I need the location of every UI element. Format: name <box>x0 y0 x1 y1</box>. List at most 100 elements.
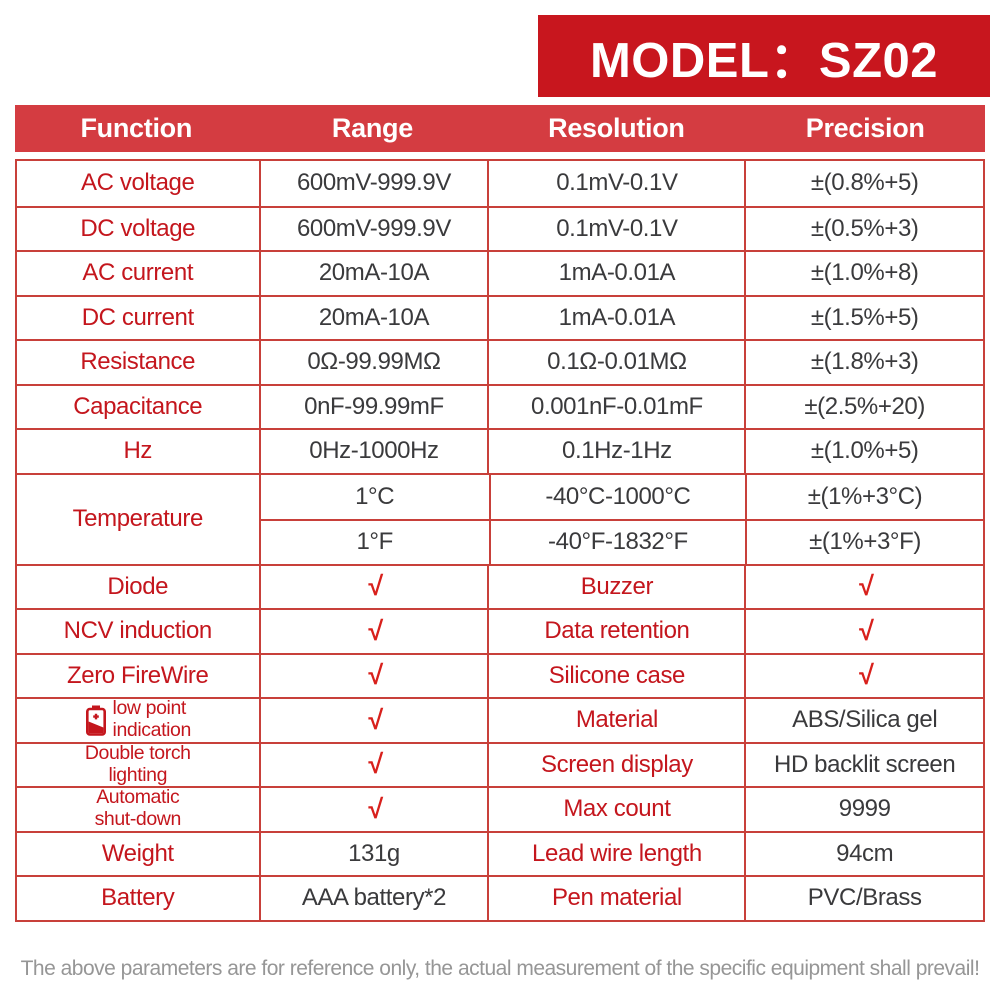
precision-cell: ±(1.0%+8) <box>744 252 983 295</box>
feature-label-cell: Material <box>487 699 744 742</box>
checkmark-cell: √ <box>258 565 488 608</box>
header-precision: Precision <box>805 113 925 143</box>
table-row-temperature: Temperature 1°C -40°C-1000°C ±(1%+3°C) 1… <box>17 472 984 564</box>
precision-cell: ±(2.5%+20) <box>744 385 983 428</box>
precision-cell: ±(1.0%+5) <box>744 430 983 473</box>
feature-value-cell: PVC/Brass <box>744 877 983 920</box>
checkmark-cell: √ <box>258 610 488 653</box>
function-cell: Resistance <box>80 348 196 376</box>
range-cell: 600mV-999.9V <box>258 161 488 206</box>
function-cell: DC current <box>81 303 194 331</box>
spec-table-body: AC voltage 600mV-999.9V 0.1mV-0.1V ±(0.8… <box>15 159 985 922</box>
function-cell: Temperature <box>72 505 204 532</box>
table-row-dc-voltage: DC voltage 600mV-999.9V 0.1mV-0.1V ±(0.5… <box>17 205 983 250</box>
function-cell: AC current <box>82 259 194 287</box>
feature-label-cell: Buzzer <box>487 565 744 608</box>
precision-cell: ±(1.8%+3) <box>744 341 983 384</box>
header-resolution: Resolution <box>548 113 685 143</box>
function-cell: Capacitance <box>73 392 203 420</box>
temperature-celsius-row: 1°C -40°C-1000°C ±(1%+3°C) <box>261 474 984 519</box>
feature-label-cell: Lead wire length <box>487 832 744 875</box>
table-row-double-torch-lighting: Double torch lighting √ Screen display H… <box>17 741 983 787</box>
resolution-cell: 0.1Ω-0.01MΩ <box>487 341 744 384</box>
range-cell: 20mA-10A <box>258 252 488 295</box>
table-row-ncv-induction: NCV induction √ Data retention √ <box>17 608 983 653</box>
checkmark-cell: √ <box>258 699 488 742</box>
range-cell: 1°F <box>356 528 393 556</box>
table-row-low-point-indication: low point indication √ Material ABS/Sili… <box>17 697 983 742</box>
table-row-resistance: Resistance 0Ω-99.99MΩ 0.1Ω-0.01MΩ ±(1.8%… <box>17 339 983 384</box>
range-cell: 1°C <box>355 482 395 510</box>
feature-label-cell: Diode <box>107 572 169 600</box>
range-cell: 20mA-10A <box>258 296 488 339</box>
checkmark-cell: √ <box>744 565 983 608</box>
feature-label-cell: Data retention <box>487 610 744 653</box>
feature-label-cell: NCV induction <box>63 617 213 645</box>
feature-label-cell: Silicone case <box>487 654 744 697</box>
header-range: Range <box>331 113 413 143</box>
precision-cell: ±(0.8%+5) <box>744 161 983 206</box>
table-header-row: Function Range Resolution Precision <box>15 105 985 152</box>
function-cell: Hz <box>123 437 153 465</box>
function-cell: AC voltage <box>81 169 195 197</box>
table-row-weight: Weight 131g Lead wire length 94cm <box>17 830 983 875</box>
precision-cell: ±(1%+3°C) <box>745 474 983 519</box>
model-title: MODEL：SZ02 <box>589 33 939 88</box>
feature-value-cell: ABS/Silica gel <box>744 699 983 742</box>
range-cell: 600mV-999.9V <box>258 207 488 250</box>
header-function: Function <box>80 113 193 143</box>
feature-value-cell: 9999 <box>744 788 983 831</box>
feature-label-line1: low point <box>112 699 187 720</box>
checkmark-cell: √ <box>258 788 488 831</box>
resolution-cell: 0.1mV-0.1V <box>487 161 744 206</box>
disclaimer-note: The above parameters are for reference o… <box>20 957 980 980</box>
table-row-ac-current: AC current 20mA-10A 1mA-0.01A ±(1.0%+8) <box>17 250 983 295</box>
feature-value-cell: AAA battery*2 <box>258 877 488 920</box>
temperature-subrows: 1°C -40°C-1000°C ±(1%+3°C) 1°F -40°F-183… <box>258 474 984 564</box>
resolution-cell: -40°F-1832°F <box>488 521 745 564</box>
feature-label-cell: Battery <box>101 884 175 912</box>
table-row-diode: Diode √ Buzzer √ <box>17 563 983 608</box>
feature-label-cell: Screen display <box>487 743 744 786</box>
feature-label-cell: Zero FireWire <box>67 661 209 689</box>
table-row-zero-firewire: Zero FireWire √ Silicone case √ <box>17 652 983 697</box>
table-row-hz: Hz 0Hz-1000Hz 0.1Hz-1Hz ±(1.0%+5) <box>17 428 983 473</box>
feature-label-line1: Double torch <box>84 743 191 764</box>
range-cell: 0nF-99.99mF <box>258 385 488 428</box>
table-row-dc-current: DC current 20mA-10A 1mA-0.01A ±(1.5%+5) <box>17 294 983 339</box>
low-battery-icon <box>85 705 106 736</box>
feature-value-cell: 94cm <box>744 832 983 875</box>
feature-label-line2: shut-down <box>94 808 182 831</box>
range-cell: 0Ω-99.99MΩ <box>258 341 488 384</box>
resolution-cell: 0.1mV-0.1V <box>487 207 744 250</box>
feature-label-cell: Double torch lighting <box>17 744 259 787</box>
range-cell: 0Hz-1000Hz <box>258 430 488 473</box>
feature-label-cell: Pen material <box>487 877 744 920</box>
temperature-fahrenheit-row: 1°F -40°F-1832°F ±(1%+3°F) <box>260 519 983 564</box>
checkmark-cell: √ <box>258 654 488 697</box>
precision-cell: ±(1%+3°F) <box>745 521 983 564</box>
feature-label-cell: Weight <box>101 839 174 867</box>
feature-label-lines: low point indication <box>112 699 192 742</box>
function-cell: DC voltage <box>80 214 196 242</box>
feature-label-line2: lighting <box>108 763 168 786</box>
precision-cell: ±(0.5%+3) <box>744 207 983 250</box>
model-banner: MODEL：SZ02 <box>538 15 990 97</box>
resolution-cell: -40°C-1000°C <box>488 474 745 519</box>
table-row-battery: Battery AAA battery*2 Pen material PVC/B… <box>17 875 983 920</box>
feature-label-cell: low point indication <box>17 699 259 742</box>
resolution-cell: 0.1Hz-1Hz <box>487 430 744 473</box>
low-battery-label-group: low point indication <box>85 699 191 742</box>
resolution-cell: 1mA-0.01A <box>487 296 744 339</box>
feature-label-line2: indication <box>112 719 192 742</box>
feature-label-cell: Max count <box>487 788 744 831</box>
table-row-automatic-shutdown: Automatic shut-down √ Max count 9999 <box>17 786 983 831</box>
resolution-cell: 0.001nF-0.01mF <box>487 385 744 428</box>
feature-label-line1: Automatic <box>96 788 180 809</box>
feature-value-cell: HD backlit screen <box>744 743 983 786</box>
table-row-ac-voltage: AC voltage 600mV-999.9V 0.1mV-0.1V ±(0.8… <box>17 161 983 206</box>
table-row-capacitance: Capacitance 0nF-99.99mF 0.001nF-0.01mF ±… <box>17 383 983 428</box>
feature-label-cell: Automatic shut-down <box>17 788 259 831</box>
checkmark-cell: √ <box>258 743 488 786</box>
